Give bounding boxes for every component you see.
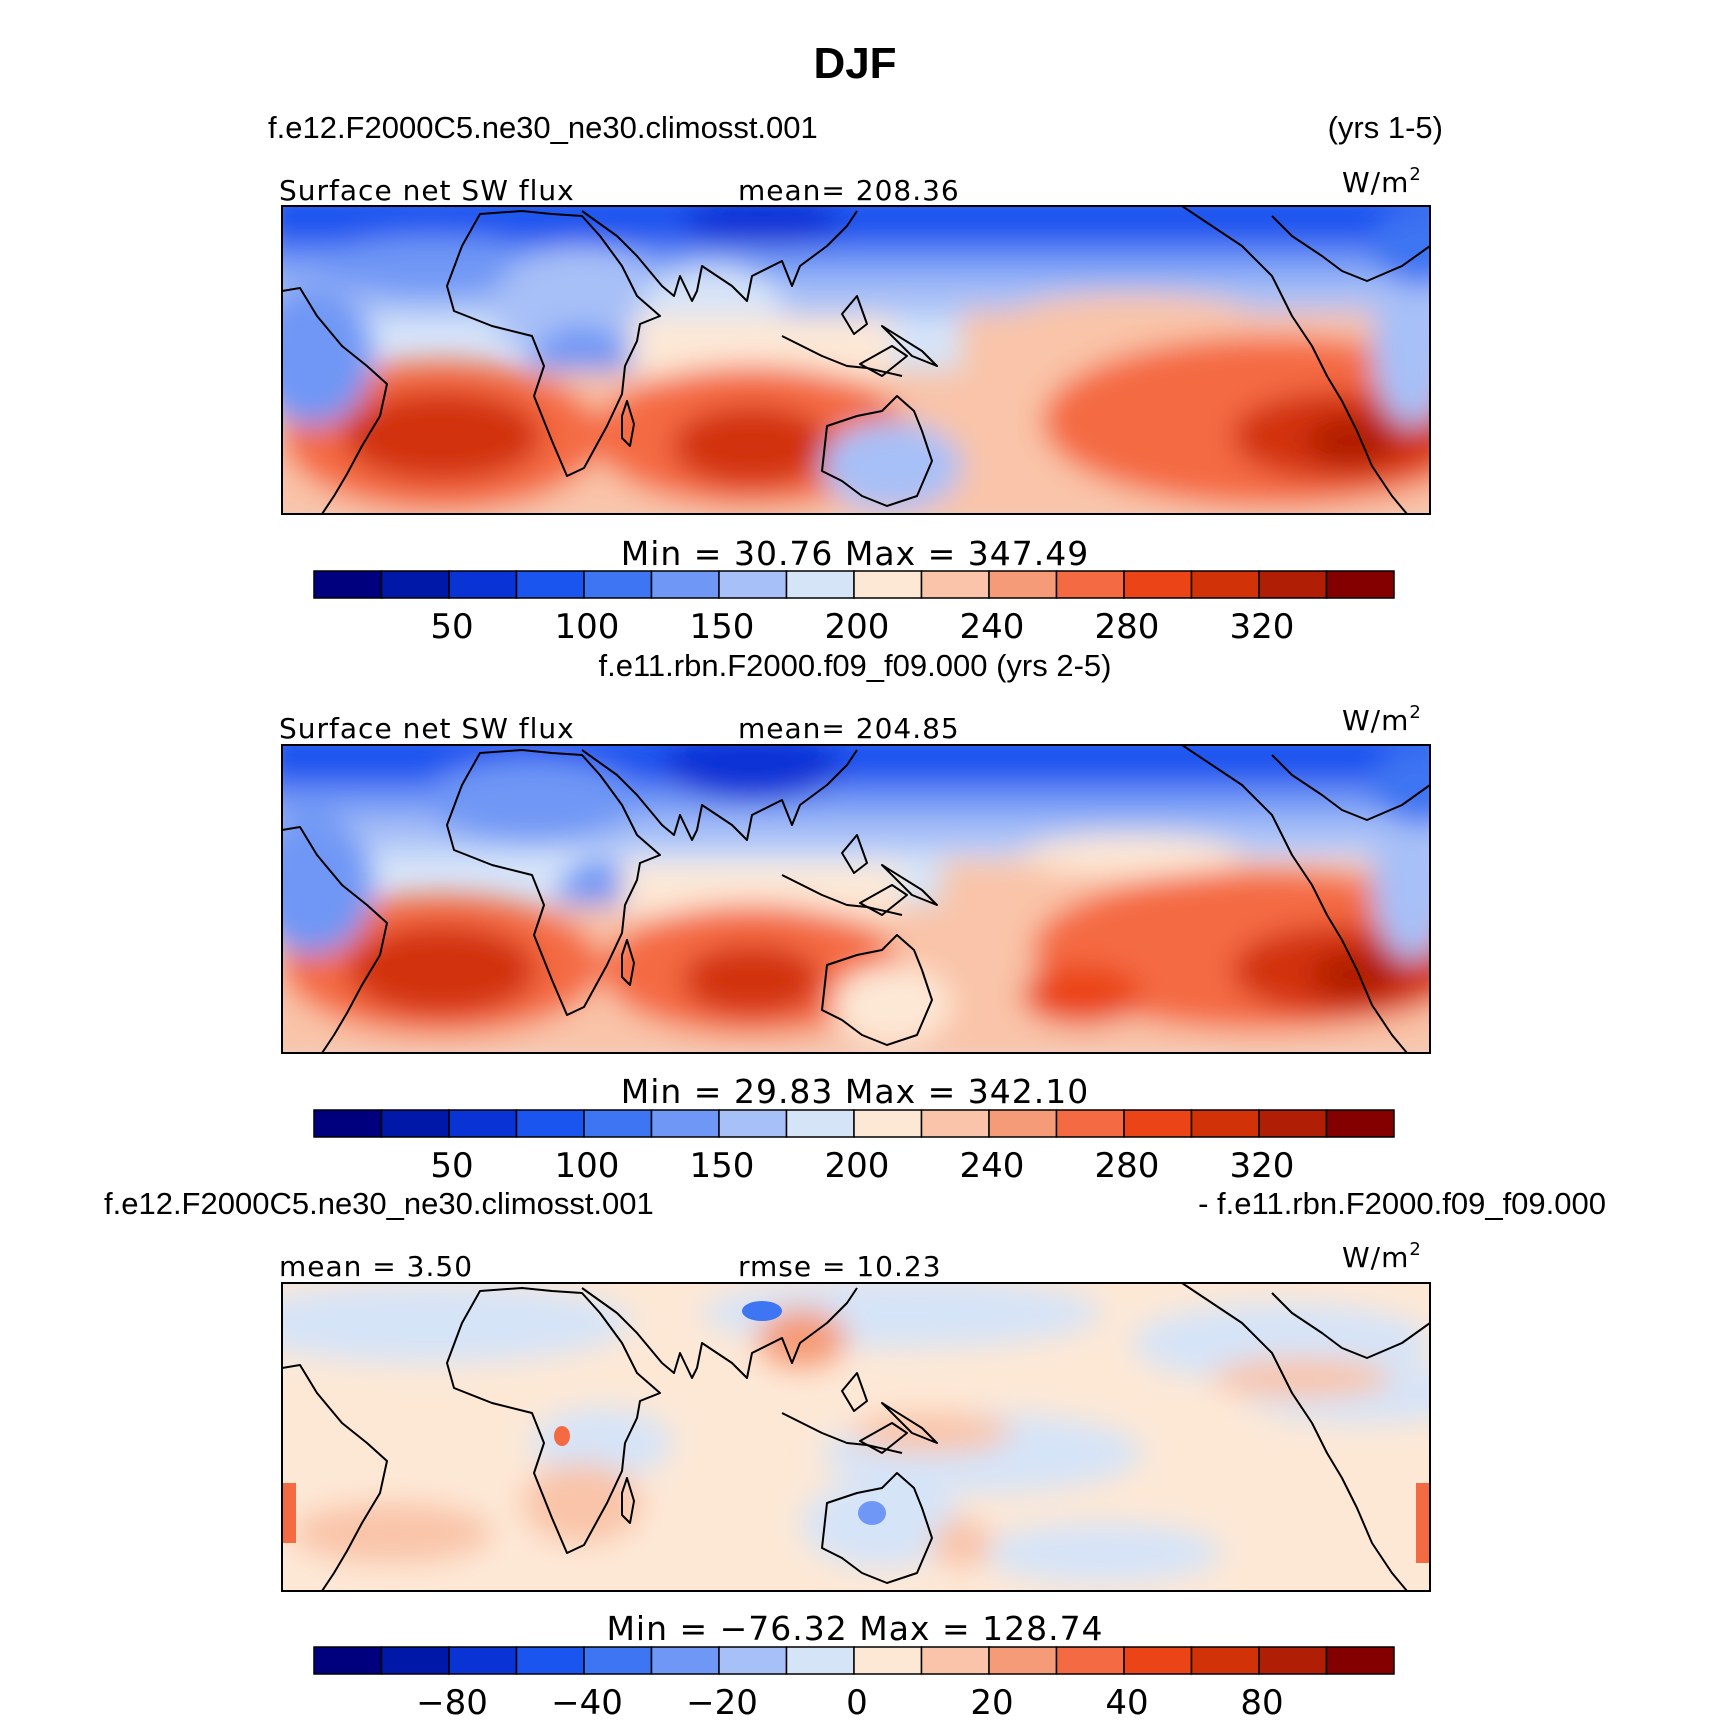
panel-1-years-label: (yrs 1-5) xyxy=(1328,110,1443,145)
colorbar-tick-label: 200 xyxy=(825,1146,890,1186)
panel-2-minmax: Min = 29.83 Max = 342.10 xyxy=(621,1072,1089,1111)
panel-3: f.e12.F2000C5.ne30_ne30.climosst.001 - f… xyxy=(104,1186,1606,1723)
colorbar-box xyxy=(515,1109,585,1138)
colorbar-box xyxy=(718,1646,788,1675)
colorbar-tick-label: 280 xyxy=(1095,1146,1160,1186)
panel-3-map xyxy=(281,1282,1431,1592)
colorbar-tick-label: 50 xyxy=(430,1146,473,1186)
panel-3-case-label: f.e12.F2000C5.ne30_ne30.climosst.001 xyxy=(104,1186,654,1221)
colorbar-tick-label: 40 xyxy=(1105,1683,1148,1723)
colorbar-box xyxy=(583,570,653,599)
colorbar-tick-label: −20 xyxy=(686,1683,758,1723)
colorbar-box xyxy=(1258,570,1328,599)
colorbar-tick-label: 240 xyxy=(960,1146,1025,1186)
colorbar-box xyxy=(1325,1646,1395,1675)
colorbar-tick-label: 80 xyxy=(1240,1683,1283,1723)
colorbar-tick-label: 240 xyxy=(960,607,1025,647)
panel-1-mean-label: mean= 208.36 xyxy=(738,174,960,207)
colorbar-tick-label: 100 xyxy=(555,1146,620,1186)
colorbar-tick-label: 320 xyxy=(1230,607,1295,647)
colorbar-box xyxy=(853,1646,923,1675)
colorbar-box xyxy=(785,570,855,599)
colorbar-box xyxy=(853,570,923,599)
colorbar-box xyxy=(583,1646,653,1675)
panel-3-minmax: Min = −76.32 Max = 128.74 xyxy=(606,1609,1103,1648)
colorbar-box xyxy=(515,1646,585,1675)
colorbar-box xyxy=(1123,1109,1193,1138)
panel-3-units: W/m2 xyxy=(1342,1239,1422,1274)
colorbar-box xyxy=(650,1646,720,1675)
colorbar-box xyxy=(1325,1109,1395,1138)
colorbar-tick-label: 0 xyxy=(846,1683,868,1723)
colorbar-box xyxy=(1055,1109,1125,1138)
colorbar-box xyxy=(785,1109,855,1138)
colorbar-box xyxy=(1258,1646,1328,1675)
colorbar-box xyxy=(515,570,585,599)
panel-2-map xyxy=(281,744,1431,1054)
colorbar-tick-label: 320 xyxy=(1230,1146,1295,1186)
panel-2-mean-label: mean= 204.85 xyxy=(738,712,960,745)
colorbar-box xyxy=(650,570,720,599)
colorbar-box xyxy=(785,1646,855,1675)
panel-3-rmse-label: rmse = 10.23 xyxy=(738,1250,942,1283)
colorbar-box xyxy=(853,1109,923,1138)
panel-3-mean-label: mean = 3.50 xyxy=(279,1250,473,1283)
panel-3-colorbar: −80 −40 −20 0 20 40 80 xyxy=(313,1646,1395,1723)
colorbar-box xyxy=(313,1109,383,1138)
colorbar-box xyxy=(1325,570,1395,599)
panel-2-field-label: Surface net SW flux xyxy=(279,712,575,745)
panel-1: f.e12.F2000C5.ne30_ne30.climosst.001 (yr… xyxy=(268,110,1443,647)
colorbar-box xyxy=(1190,1109,1260,1138)
colorbar-tick-label: 150 xyxy=(690,607,755,647)
colorbar-tick-label: 20 xyxy=(970,1683,1013,1723)
colorbar-box xyxy=(448,570,518,599)
colorbar-tick-label: 100 xyxy=(555,607,620,647)
panel-1-map xyxy=(281,205,1431,515)
colorbar-box xyxy=(448,1646,518,1675)
colorbar-box xyxy=(920,1646,990,1675)
colorbar-box xyxy=(1190,570,1260,599)
colorbar-tick-label: 150 xyxy=(690,1146,755,1186)
colorbar-box xyxy=(1055,1646,1125,1675)
colorbar-box xyxy=(718,570,788,599)
colorbar-box xyxy=(380,570,450,599)
panel-1-case-label: f.e12.F2000C5.ne30_ne30.climosst.001 xyxy=(268,110,818,145)
colorbar-box xyxy=(583,1109,653,1138)
colorbar-box xyxy=(1123,570,1193,599)
colorbar-tick-label: 50 xyxy=(430,607,473,647)
panel-2-units: W/m2 xyxy=(1342,702,1422,737)
panel-1-field-label: Surface net SW flux xyxy=(279,174,575,207)
colorbar-box xyxy=(1190,1646,1260,1675)
panel-2: f.e11.rbn.F2000.f09_f09.000 (yrs 2-5) Su… xyxy=(279,648,1431,1186)
colorbar-box xyxy=(313,570,383,599)
colorbar-box xyxy=(988,1109,1058,1138)
colorbar-box xyxy=(650,1109,720,1138)
panel-1-minmax: Min = 30.76 Max = 347.49 xyxy=(621,534,1089,573)
panel-1-units: W/m2 xyxy=(1342,164,1422,199)
panel-2-case-label: f.e11.rbn.F2000.f09_f09.000 (yrs 2-5) xyxy=(599,648,1112,683)
colorbar-box xyxy=(718,1109,788,1138)
colorbar-box xyxy=(380,1646,450,1675)
colorbar-box xyxy=(920,1109,990,1138)
colorbar-tick-label: 200 xyxy=(825,607,890,647)
colorbar-box xyxy=(448,1109,518,1138)
figure-title: DJF xyxy=(813,39,896,88)
colorbar-box xyxy=(920,570,990,599)
colorbar-box xyxy=(1123,1646,1193,1675)
colorbar-box xyxy=(313,1646,383,1675)
colorbar-box xyxy=(1258,1109,1328,1138)
colorbar-box xyxy=(988,1646,1058,1675)
colorbar-tick-label: 280 xyxy=(1095,607,1160,647)
panel-2-colorbar: 50 100 150 200 240 280 320 xyxy=(313,1109,1395,1186)
panel-1-colorbar: 50 100 150 200 240 280 320 xyxy=(313,570,1395,647)
panel-3-case-label-right: - f.e11.rbn.F2000.f09_f09.000 xyxy=(1198,1186,1606,1221)
colorbar-tick-label: −80 xyxy=(416,1683,488,1723)
colorbar-tick-label: −40 xyxy=(551,1683,623,1723)
colorbar-box xyxy=(988,570,1058,599)
colorbar-box xyxy=(1055,570,1125,599)
colorbar-box xyxy=(380,1109,450,1138)
